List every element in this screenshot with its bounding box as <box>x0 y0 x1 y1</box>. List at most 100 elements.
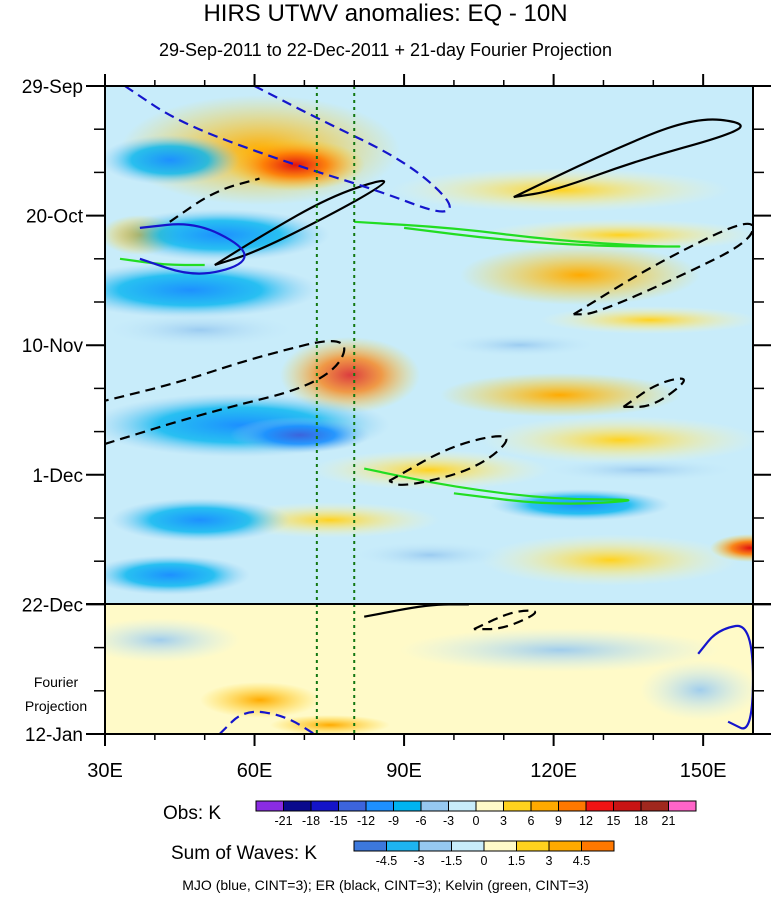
colorbar-swatch <box>516 840 550 852</box>
y-tick-label: 10-Nov <box>22 336 84 357</box>
colorbar-swatch <box>585 800 614 812</box>
axes: 30E 60E 90E 120E 150E 29-Sep 20-Oct 10-Nov 1-Dec… <box>22 74 771 782</box>
kelvin-contour <box>354 220 681 248</box>
waves-colorbar: -4.5 -3 -1.5 0 1.5 3 4.5 <box>353 840 615 868</box>
projection-cold-patch <box>640 660 753 720</box>
colorbar-swatch <box>451 840 485 852</box>
chart-subtitle: 29-Sep-2011 to 22-Dec-2011 + 21-day Four… <box>158 40 613 60</box>
colorbar-label: -3 <box>443 814 454 828</box>
y-tick-label: 22-Dec <box>22 595 83 616</box>
colorbar-swatch <box>581 840 615 852</box>
colorbar-swatch <box>668 800 697 812</box>
colorbar-label: -4.5 <box>376 854 398 868</box>
obs-colorbar-label: Obs: K <box>163 803 222 824</box>
colorbar-label: -18 <box>302 814 320 828</box>
colorbar-swatch <box>530 800 559 812</box>
x-tick-label: 120E <box>530 760 577 782</box>
anomaly-deep-cold-core <box>230 417 370 453</box>
colorbar-swatch <box>418 840 452 852</box>
anomaly-warm-patch <box>480 534 740 586</box>
anomaly-cold-patch <box>350 541 510 569</box>
fourier-projection-label: Fourier Projection <box>6 670 106 718</box>
chart-title: HIRS UTWV anomalies: EQ - 10N <box>203 0 568 27</box>
mjo-contour <box>124 86 451 213</box>
anomaly-warm-patch <box>390 168 730 212</box>
projection-cold-patch <box>400 628 720 672</box>
colorbar-label: -12 <box>357 814 375 828</box>
colorbar-label: -3 <box>413 854 424 868</box>
x-tick-label: 30E <box>87 760 123 782</box>
colorbar-swatch <box>613 800 642 812</box>
er-contour <box>622 377 685 408</box>
kelvin-contour <box>119 257 205 267</box>
anomaly-cold-patch <box>105 135 240 185</box>
colorbar-label: 9 <box>555 814 562 828</box>
projection-cold-patch <box>105 618 240 662</box>
projection-label-line2: Projection <box>24 698 88 714</box>
colorbar-swatch <box>475 800 504 812</box>
mjo-contour <box>139 223 246 275</box>
y-tick-label: 1-Dec <box>32 466 83 487</box>
y-tick-label: 12-Jan <box>25 725 83 746</box>
er-contour <box>214 179 386 267</box>
colorbar-swatch <box>365 800 394 812</box>
mjo-contour <box>218 710 315 734</box>
colorbar-label: 15 <box>607 814 621 828</box>
colorbar-label: 3 <box>546 854 553 868</box>
anomaly-warm-patch <box>280 337 420 413</box>
anomaly-warm-patch <box>310 450 550 490</box>
y-tick-label: 20-Oct <box>26 207 84 228</box>
x-tick-label: 90E <box>386 760 422 782</box>
x-tick-label: 60E <box>237 760 273 782</box>
anomaly-cold-patch <box>105 312 300 348</box>
colorbar-swatch <box>548 840 582 852</box>
colorbar-label: -9 <box>388 814 399 828</box>
colorbar-label: -21 <box>274 814 292 828</box>
colorbar-swatch <box>353 840 387 852</box>
obs-colorbar: -21 -18 -15 -12 -9 -6 -3 0 3 6 9 12 15 18 21 <box>255 800 697 828</box>
colorbar-label: 0 <box>473 814 480 828</box>
colorbar-label: 18 <box>634 814 648 828</box>
colorbar-swatch <box>420 800 449 812</box>
colorbar-label: 1.5 <box>508 854 525 868</box>
colorbar-swatch <box>338 800 367 812</box>
er-contour <box>169 177 260 223</box>
anomaly-warm-patch <box>480 416 753 464</box>
colorbar-label: 6 <box>528 814 535 828</box>
colorbar-swatch <box>386 840 420 852</box>
legend-footer: MJO (blue, CINT=3); ER (black, CINT=3); … <box>182 877 589 893</box>
anomaly-cold-patch <box>105 262 320 318</box>
colorbar-label: 3 <box>500 814 507 828</box>
er-contour <box>573 222 753 316</box>
colorbar-label: 21 <box>662 814 676 828</box>
colorbar-label: -6 <box>415 814 426 828</box>
anomaly-cold-patch <box>440 333 600 357</box>
reference-lines <box>315 86 356 734</box>
colorbar-swatch <box>483 840 517 852</box>
colorbar-swatch <box>310 800 339 812</box>
colorbar-swatch <box>283 800 312 812</box>
plot-frame <box>104 85 754 735</box>
er-contour <box>513 118 742 199</box>
colorbar-label: -1.5 <box>441 854 463 868</box>
waves-colorbar-label: Sum of Waves: K <box>171 843 318 864</box>
anomaly-warm-patch <box>540 306 753 334</box>
x-tick-label: 150E <box>680 760 727 782</box>
wave-contours <box>105 86 753 734</box>
anomaly-cold-patch <box>540 458 740 482</box>
mjo-contour <box>697 624 753 730</box>
colorbar-label: -15 <box>329 814 347 828</box>
anomaly-cold-patch <box>105 555 250 595</box>
projection-warm-patch <box>200 682 320 718</box>
colorbar-swatch <box>393 800 422 812</box>
colorbar-label: 12 <box>579 814 593 828</box>
anomaly-field <box>105 86 753 734</box>
projection-warm-patch <box>270 715 390 734</box>
kelvin-contour <box>363 467 630 505</box>
colorbar-swatch <box>640 800 669 812</box>
projection-label-line1: Fourier <box>33 674 79 690</box>
colorbar-swatch <box>558 800 587 812</box>
colorbar-swatch <box>448 800 477 812</box>
anomaly-warm-patch <box>460 245 700 305</box>
